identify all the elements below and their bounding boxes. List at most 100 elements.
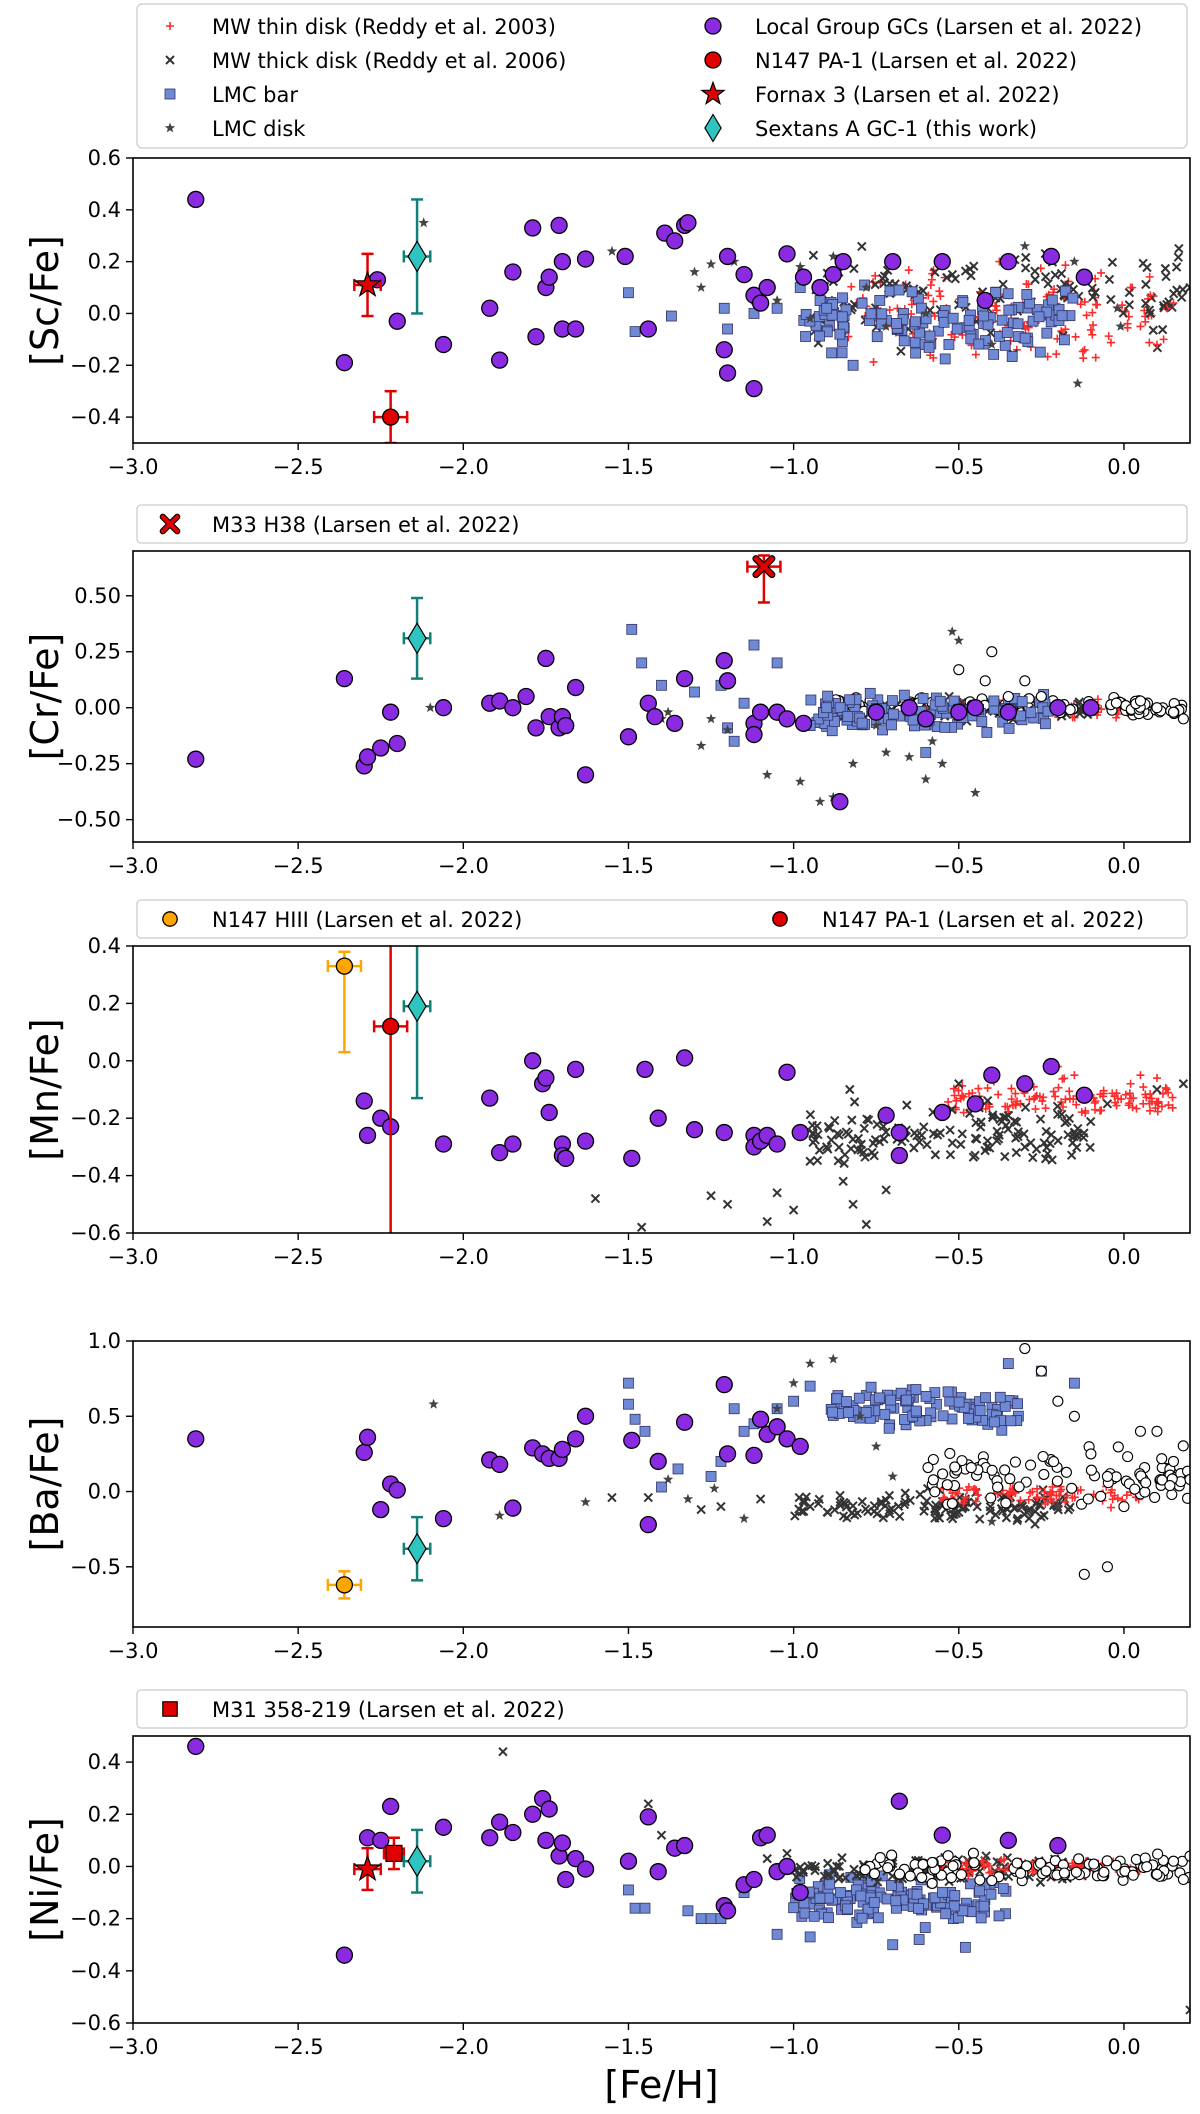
data-point: [1042, 1057, 1060, 1076]
data-point: [1149, 1491, 1161, 1503]
data-point: [623, 1398, 634, 1410]
data-point: [490, 1813, 509, 1831]
data-point: [795, 776, 806, 786]
data-point: [986, 646, 998, 658]
data-point: [490, 351, 509, 369]
x-tick-label: −3.0: [108, 854, 159, 878]
data-point: [916, 1871, 928, 1884]
data-point: [675, 1049, 694, 1067]
data-point: [355, 1092, 373, 1110]
data-point: [616, 247, 634, 266]
data-point: [887, 1939, 899, 1951]
data-point: [1030, 266, 1040, 276]
data-point: [934, 1512, 944, 1523]
data-point: [1013, 1481, 1025, 1493]
data-point: [797, 1506, 807, 1517]
data-point: [890, 1146, 908, 1165]
data-point: [869, 1150, 879, 1161]
data-point: [901, 1394, 912, 1406]
data-point: [705, 258, 717, 269]
data-point: [930, 311, 939, 320]
data-point: [1047, 1155, 1057, 1165]
data-point: [434, 1818, 453, 1836]
panel-legend: M31 358-219 (Larsen et al. 2022): [136, 1689, 1188, 1729]
data-point: [1088, 308, 1097, 317]
data-point: [629, 1413, 641, 1425]
data-point: [1011, 1089, 1020, 1098]
data-point: [788, 1377, 799, 1388]
data-point: [947, 1138, 958, 1148]
legend-label: N147 PA-1 (Larsen et al. 2022): [822, 908, 1144, 932]
data-point: [856, 1912, 868, 1924]
data-point: [978, 1900, 990, 1912]
data-point: [771, 657, 783, 669]
data-point: [984, 1143, 995, 1153]
data-point: [662, 1474, 674, 1484]
data-point: [623, 1431, 641, 1449]
data-point: [1087, 283, 1097, 293]
data-point: [957, 1129, 967, 1139]
data-point: [1148, 325, 1158, 335]
data-point: [926, 1856, 938, 1868]
data-point: [1106, 338, 1115, 347]
x-tick-label: −2.0: [438, 455, 489, 479]
data-point: [1164, 1101, 1173, 1110]
data-point: [958, 1091, 967, 1100]
data-point: [778, 710, 796, 728]
data-point: [1068, 1377, 1080, 1389]
data-point: [1089, 321, 1098, 330]
data-point: [971, 350, 980, 359]
legend-label: LMC disk: [212, 117, 306, 141]
data-point: [810, 1862, 821, 1872]
data-point: [836, 347, 848, 359]
data-point: [524, 219, 542, 237]
data-point: [557, 1149, 575, 1168]
data-point: [425, 702, 436, 713]
data-point: [847, 282, 856, 291]
data-point: [629, 1902, 641, 1914]
data-point: [623, 1377, 634, 1389]
data-point: [838, 1176, 848, 1187]
data-point: [1106, 294, 1116, 305]
data-point: [840, 1499, 851, 1509]
data-point: [753, 556, 775, 577]
data-point: [831, 1393, 843, 1405]
data-point: [933, 1103, 951, 1122]
data-point: [662, 706, 674, 717]
data-point: [689, 266, 700, 277]
data-point: [879, 1134, 889, 1144]
data-point: [974, 1084, 983, 1093]
data-point: [864, 687, 876, 699]
data-point: [804, 1380, 816, 1392]
y-tick-label: −0.6: [70, 1221, 121, 1245]
data-point: [924, 330, 936, 342]
data-point: [335, 957, 354, 975]
data-point: [1000, 1497, 1012, 1509]
data-point: [979, 675, 991, 687]
x-tick-label: −3.0: [108, 1245, 159, 1269]
data-point: [950, 274, 961, 284]
main-legend: MW thin disk (Reddy et al. 2003) MW thick…: [136, 3, 1188, 149]
data-point: [999, 339, 1011, 351]
data-point: [849, 1097, 860, 1107]
data-point: [893, 1501, 904, 1512]
data-point: [1101, 1855, 1113, 1867]
data-point: [524, 1805, 542, 1823]
data-point: [1181, 1492, 1190, 1504]
data-point: [1065, 1094, 1074, 1103]
data-point: [947, 1514, 958, 1524]
data-point: [868, 1868, 881, 1880]
data-point: [1140, 1477, 1152, 1489]
x-tick-label: 0.0: [1107, 1639, 1140, 1663]
data-point: [1102, 1099, 1113, 1109]
data-point: [929, 1486, 941, 1498]
data-point: [974, 1514, 985, 1524]
data-point: [1082, 1493, 1094, 1505]
data-point: [794, 1492, 804, 1503]
data-point: [1104, 274, 1115, 285]
data-point: [1145, 338, 1154, 347]
data-point: [388, 734, 406, 753]
x-tick-label: −2.0: [438, 2035, 489, 2059]
data-point: [937, 758, 948, 769]
y-tick-label: 0.0: [88, 1854, 121, 1878]
